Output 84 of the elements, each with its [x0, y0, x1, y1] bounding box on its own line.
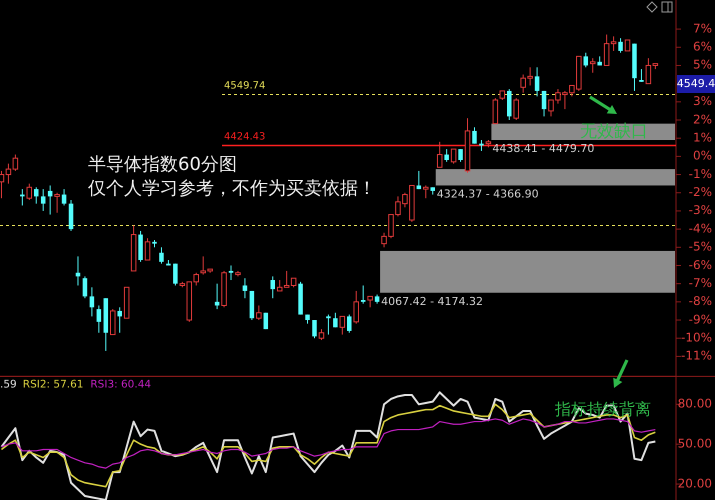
- candlestick: [76, 256, 80, 286]
- candlestick: [360, 284, 366, 304]
- candlestick: [374, 294, 380, 304]
- candlestick: [117, 306, 122, 334]
- candlestick: [34, 186, 38, 204]
- y-tick-label: -5%: [688, 240, 712, 254]
- candlestick: [458, 148, 463, 162]
- candlestick: [416, 170, 422, 190]
- candlestick: [347, 314, 352, 334]
- y-tick-label: 7%: [692, 21, 712, 36]
- candlestick: [492, 98, 498, 124]
- candlestick: [624, 40, 630, 52]
- candlestick: [340, 316, 346, 336]
- y-tick-label: -2%: [688, 185, 712, 200]
- candlestick: [318, 328, 324, 341]
- candlestick: [590, 58, 596, 74]
- candlestick: [270, 276, 276, 299]
- annotation: 4424.43: [224, 131, 266, 142]
- candlestick: [367, 296, 373, 308]
- line-series: [0, 391, 656, 500]
- candlestick: [20, 188, 25, 206]
- candlestick: [353, 290, 359, 324]
- band-label: 4324.37 - 4366.90: [436, 187, 539, 200]
- candlestick: [173, 263, 178, 286]
- candlestick: [423, 184, 429, 199]
- y-tick-label: -3%: [688, 203, 712, 218]
- candlestick: [62, 188, 66, 206]
- candlestick: [534, 66, 540, 97]
- candlestick: [305, 314, 310, 324]
- candlestick: [513, 98, 519, 121]
- y-tick-label: 80.00: [678, 396, 712, 411]
- y-tick-label: 50.00: [678, 436, 712, 450]
- y-tick-label: 2%: [692, 112, 712, 126]
- candlestick: [96, 304, 102, 334]
- candlestick: [48, 184, 52, 216]
- y-tick-label: 6%: [692, 40, 712, 54]
- candlestick: [144, 238, 150, 261]
- y-tick-label: -11%: [680, 348, 712, 363]
- y-tick-label: -6%: [688, 258, 712, 272]
- text: 仅个人学习参考，不作为买卖依据！: [88, 178, 376, 199]
- candlestick: [26, 183, 32, 201]
- candlestick: [639, 68, 644, 82]
- text: 4549.4: [676, 77, 715, 90]
- candlestick: [242, 278, 248, 299]
- annotation: 无效缺口: [580, 122, 648, 142]
- y-tick-label: -10%: [680, 330, 712, 344]
- candlestick: [584, 52, 588, 68]
- candlestick: [90, 286, 94, 317]
- y-tick-label: 3%: [692, 94, 712, 108]
- candlestick: [110, 308, 116, 336]
- candlestick: [500, 90, 506, 101]
- candlestick: [214, 283, 220, 310]
- candlestick: [472, 126, 477, 144]
- candlestick: [444, 148, 449, 162]
- candlestick: [40, 188, 46, 212]
- candlestick: [256, 304, 262, 321]
- candlestick: [436, 141, 442, 168]
- line-series: [0, 418, 656, 469]
- candlestick: [82, 276, 88, 299]
- text: 半导体指数60分图: [88, 154, 237, 175]
- text: RSI3: 60.44: [90, 378, 152, 390]
- y-tick-label: -9%: [688, 312, 712, 326]
- candlestick: [479, 140, 484, 152]
- candlestick: [597, 56, 602, 66]
- y-tick-label: -7%: [688, 276, 712, 290]
- text: RSI2: 57.61: [22, 378, 84, 390]
- annotation: 4549.74: [224, 80, 266, 92]
- candlestick: [312, 320, 317, 339]
- candlestick: [542, 90, 546, 117]
- y-tick-label: -4%: [688, 221, 712, 236]
- y-tick-label: -1%: [688, 166, 712, 181]
- band-label: 4067.42 - 4174.32: [381, 294, 484, 308]
- candlestick: [618, 38, 623, 54]
- candlestick: [333, 312, 338, 328]
- y-tick-label: 20.00: [678, 476, 712, 490]
- text: .59: [0, 378, 17, 390]
- candlestick: [159, 246, 164, 264]
- y-tick-label: -8%: [688, 294, 712, 308]
- y-tick-label: 0%: [692, 148, 712, 163]
- y-tick-label: 5%: [692, 58, 712, 72]
- candlestick: [54, 192, 60, 214]
- y-tick-label: 1%: [692, 130, 712, 144]
- candlestick: [450, 148, 456, 164]
- candlestick: [228, 264, 234, 281]
